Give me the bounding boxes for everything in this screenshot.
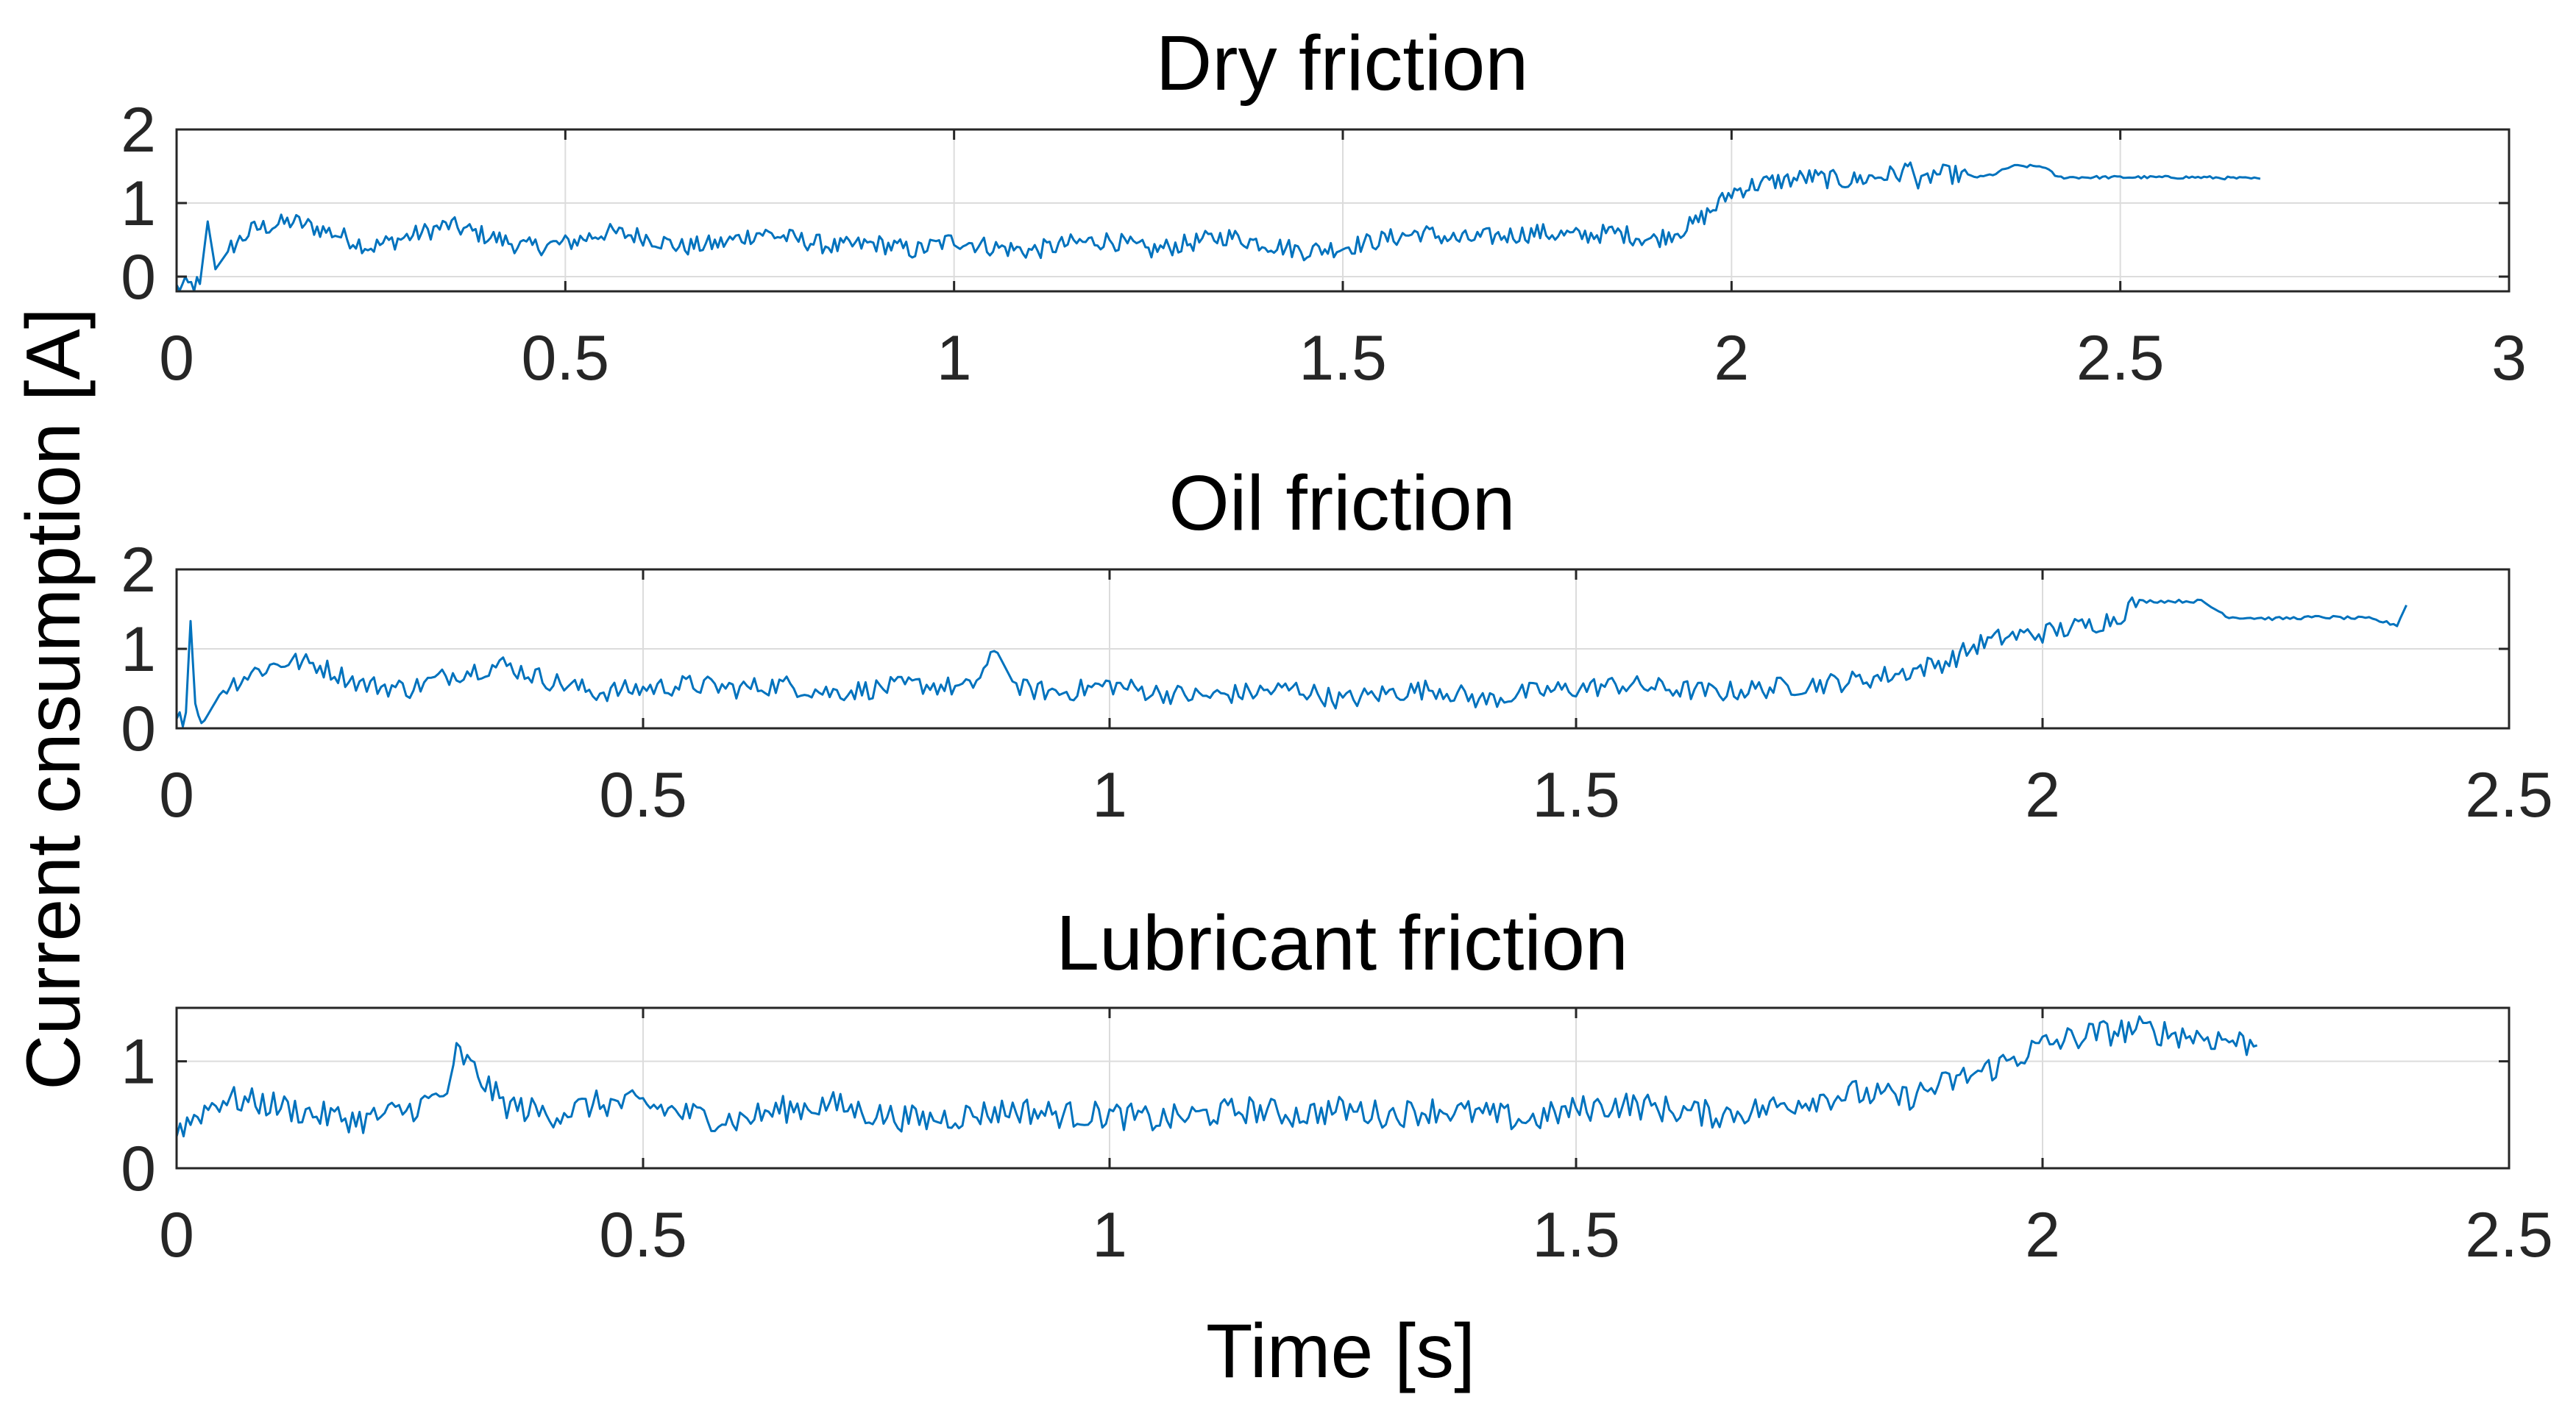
- x-tick-label: 2.5: [2076, 323, 2165, 394]
- x-tick-label: 1: [1092, 1200, 1127, 1270]
- y-axis-label: Current cnsumption [A]: [11, 308, 96, 1090]
- series-line: [175, 596, 2408, 728]
- series-line: [175, 161, 2261, 293]
- x-tick-label: 1: [937, 323, 972, 394]
- y-tick-label: 2: [121, 535, 156, 605]
- x-tick-label: 0: [159, 1200, 194, 1270]
- x-tick-label: 2: [2025, 760, 2060, 831]
- x-tick-label: 1.5: [1299, 323, 1387, 394]
- x-tick-label: 2: [2025, 1200, 2060, 1270]
- y-tick-label: 1: [121, 614, 156, 685]
- x-tick-label: 0.5: [599, 1200, 687, 1270]
- y-tick-label: 1: [121, 168, 156, 239]
- panel-oil-friction: Oil friction 0 0.5 1 1.5 2 2.5 0 1 2: [121, 460, 2553, 831]
- series-line: [175, 1015, 2258, 1138]
- x-tick-label: 2: [1714, 323, 1749, 394]
- y-tick-label: 0: [121, 242, 156, 313]
- panel-title-dry-friction: Dry friction: [1156, 20, 1529, 107]
- x-axis-label: Time [s]: [1206, 1309, 1475, 1394]
- x-tick-label: 1.5: [1532, 760, 1620, 831]
- panel-lubricant-friction: Lubricant friction 0 0.5 1 1.5 2 2.5 0 1: [121, 900, 2553, 1270]
- y-tick-label: 0: [121, 694, 156, 764]
- x-tick-label: 0.5: [522, 323, 610, 394]
- x-tick-label: 0: [159, 760, 194, 831]
- x-tick-label: 0: [159, 323, 194, 394]
- x-tick-label: 2.5: [2465, 760, 2553, 831]
- x-tick-label: 2.5: [2465, 1200, 2553, 1270]
- panel-title-oil-friction: Oil friction: [1168, 460, 1515, 547]
- panel-frame: [175, 1006, 2511, 1170]
- x-tick-label: 0.5: [599, 760, 687, 831]
- x-tick-label: 3: [2491, 323, 2527, 394]
- panel-title-lubricant-friction: Lubricant friction: [1056, 900, 1628, 987]
- y-tick-label: 0: [121, 1134, 156, 1204]
- x-tick-label: 1.5: [1532, 1200, 1620, 1270]
- x-tick-label: 1: [1092, 760, 1127, 831]
- y-tick-label: 1: [121, 1027, 156, 1098]
- y-tick-label: 2: [121, 95, 156, 166]
